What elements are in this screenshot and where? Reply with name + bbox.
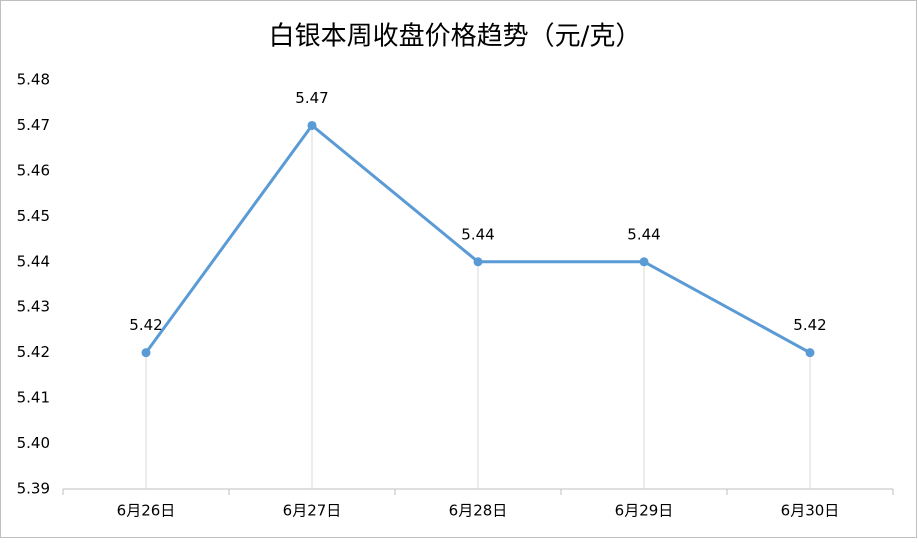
y-tick-label: 5.44 [17, 252, 50, 270]
y-tick-label: 5.39 [17, 480, 50, 498]
y-tick-label: 5.43 [17, 298, 50, 316]
chart-title: 白银本周收盘价格趋势（元/克） [269, 22, 642, 52]
data-label: 5.44 [461, 225, 494, 243]
data-point [473, 257, 483, 267]
data-point [805, 348, 815, 358]
y-tick-label: 5.42 [17, 343, 50, 361]
data-label: 5.44 [627, 225, 660, 243]
y-tick-label: 5.41 [17, 389, 50, 407]
data-point [141, 348, 151, 358]
x-tick-label: 6月26日 [117, 502, 176, 520]
data-point [639, 257, 649, 267]
data-label: 5.47 [295, 89, 328, 107]
data-label: 5.42 [793, 316, 826, 334]
data-point [307, 120, 317, 130]
y-tick-label: 5.40 [17, 434, 50, 452]
y-tick-label: 5.46 [17, 161, 50, 179]
data-label: 5.42 [129, 316, 162, 334]
y-tick-label: 5.45 [17, 207, 50, 225]
y-tick-label: 5.47 [17, 116, 50, 134]
x-tick-label: 6月29日 [615, 502, 674, 520]
y-tick-label: 5.48 [17, 71, 50, 89]
x-tick-label: 6月28日 [449, 502, 508, 520]
x-tick-label: 6月30日 [781, 502, 840, 520]
x-tick-label: 6月27日 [283, 502, 342, 520]
